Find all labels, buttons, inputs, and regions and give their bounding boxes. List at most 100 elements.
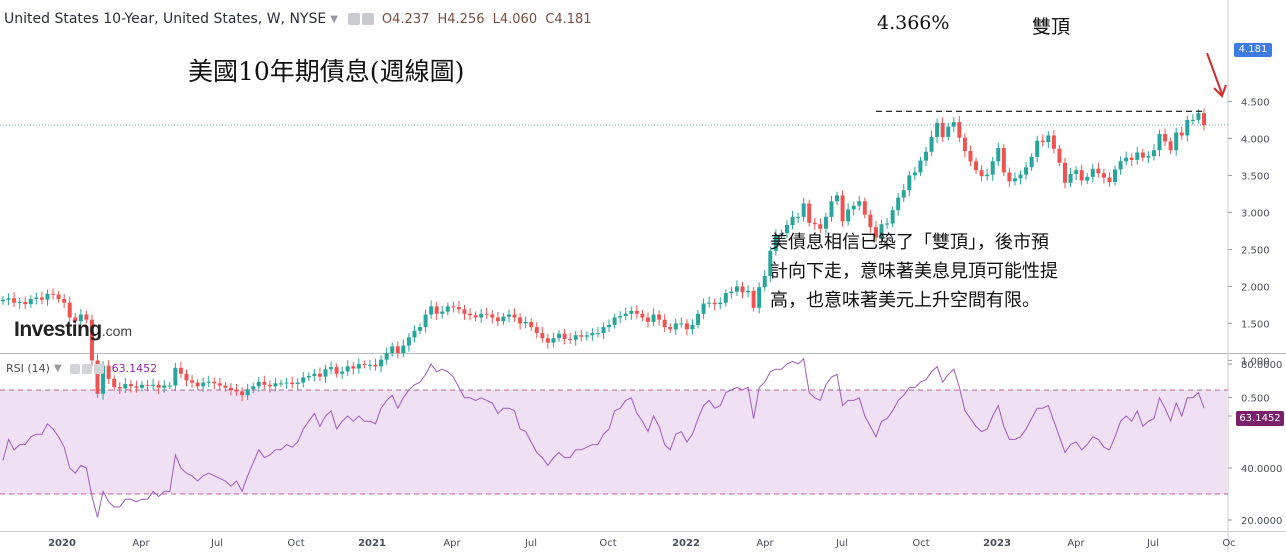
candle-body	[134, 386, 139, 388]
candle-body	[696, 313, 701, 325]
candle-body	[718, 302, 723, 305]
candle-body	[1163, 133, 1168, 142]
candle-body	[84, 314, 89, 320]
candle-body	[1118, 161, 1123, 170]
note-line: 高，也意味著美元上升空間有限。	[770, 290, 1040, 311]
candle-body	[618, 316, 623, 318]
x-tick-label: Oct	[287, 538, 304, 549]
candle-body	[1012, 178, 1017, 182]
candle-body	[506, 314, 511, 317]
candle-body	[662, 319, 667, 328]
candle-body	[201, 382, 206, 387]
candle-body	[640, 313, 645, 318]
candle-body	[479, 313, 484, 318]
symbol-dropdown-icon[interactable]: ▼	[330, 13, 338, 25]
candle-body	[918, 160, 923, 173]
rsi-band	[0, 390, 1228, 494]
candle-body	[1062, 162, 1067, 183]
x-tick-label: 2021	[358, 538, 386, 549]
candle-body	[812, 222, 817, 225]
y-tick-label: 4.000	[1241, 134, 1270, 145]
candle-body	[240, 391, 245, 396]
candle-body	[1190, 119, 1195, 121]
candle-body	[245, 389, 250, 396]
candle-body	[974, 161, 979, 171]
candle-body	[468, 313, 473, 316]
candle-body	[1107, 177, 1112, 183]
candle-body	[623, 313, 628, 316]
candle-body	[67, 302, 72, 318]
candle-body	[473, 315, 478, 318]
candle-body	[373, 364, 378, 367]
candle-body	[423, 314, 428, 328]
rsi-line	[2, 357, 1205, 518]
x-tick-label: 2023	[983, 538, 1011, 549]
candle-body	[979, 170, 984, 177]
rsi-label[interactable]: RSI (14)	[6, 362, 50, 375]
candle-body	[746, 290, 751, 293]
candle-body	[145, 384, 150, 386]
gear-icon[interactable]	[81, 363, 92, 374]
rsi-tick-label: 40.0000	[1241, 464, 1282, 475]
candle-body	[607, 324, 612, 328]
ohlc-values: O4.237 H4.256 L4.060 C4.181	[382, 12, 596, 27]
candle-body	[379, 359, 384, 367]
candle-body	[251, 386, 256, 390]
candle-body	[751, 290, 756, 308]
candle-body	[451, 306, 456, 308]
candle-body	[1185, 119, 1190, 136]
candle-body	[868, 214, 873, 228]
candle-body	[573, 335, 578, 340]
candle-body	[823, 216, 828, 229]
candle-body	[740, 286, 745, 293]
rsi-value-tag: 63.1452	[1236, 411, 1284, 426]
candle-body	[962, 137, 967, 151]
candle-body	[401, 345, 406, 353]
candle-body	[490, 314, 495, 318]
candle-body	[1140, 152, 1145, 158]
candle-body	[1040, 140, 1045, 143]
candle-body	[540, 333, 545, 339]
candle-body	[862, 201, 867, 215]
candle-body	[1202, 113, 1206, 126]
eye-icon[interactable]	[347, 13, 360, 25]
x-tick-label: Apr	[1067, 538, 1085, 549]
candle-body	[12, 298, 17, 303]
y-tick-label: 4.500	[1241, 97, 1270, 108]
eye-icon[interactable]	[69, 363, 80, 374]
candle-body	[440, 311, 445, 314]
candle-body	[923, 151, 928, 161]
candle-body	[1129, 157, 1134, 160]
candle-body	[1068, 173, 1073, 183]
candle-body	[62, 298, 67, 303]
x-tick-label: 2022	[672, 538, 700, 549]
chart-title-annotation: 美國10年期債息(週線圖)	[188, 57, 465, 86]
gear-icon[interactable]	[361, 13, 374, 25]
candle-body	[890, 210, 895, 224]
candle-body	[723, 293, 728, 303]
candle-body	[601, 327, 606, 334]
candle-body	[356, 364, 361, 369]
symbol-title[interactable]: United States 10-Year, United States, W,…	[4, 11, 327, 27]
candle-body	[1179, 132, 1184, 136]
candle-body	[156, 384, 161, 388]
candle-body	[701, 303, 706, 314]
candle-body	[768, 250, 773, 277]
close-icon[interactable]	[93, 363, 104, 374]
candle-body	[996, 148, 1001, 162]
close-value: C4.181	[545, 11, 592, 27]
pattern-label: 雙頂	[1032, 16, 1071, 38]
candle-body	[256, 381, 261, 387]
candle-body	[579, 335, 584, 337]
candle-body	[707, 302, 712, 304]
candle-body	[484, 313, 489, 315]
y-tick-label: 1.000	[1241, 356, 1270, 367]
candle-body	[284, 382, 289, 384]
candle-body	[896, 197, 901, 211]
rsi-dropdown-icon[interactable]: ▼	[53, 363, 62, 374]
candle-body	[645, 317, 650, 322]
candle-body	[590, 333, 595, 336]
candle-body	[734, 286, 739, 292]
candle-body	[28, 298, 33, 305]
